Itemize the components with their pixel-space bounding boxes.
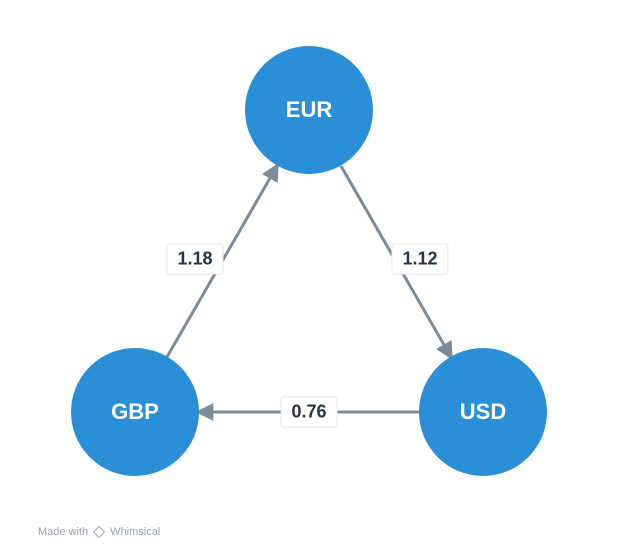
credit-prefix: Made with (38, 526, 88, 538)
node-gbp: GBP (71, 348, 199, 476)
edge-label-eur-usd: 1.12 (391, 244, 448, 275)
edge-label-gbp-eur: 1.18 (166, 244, 223, 275)
credit-brand: Whimsical (110, 526, 160, 538)
whimsical-icon (93, 526, 105, 538)
credit-line: Made with Whimsical (38, 526, 160, 538)
edge-label-usd-gbp: 0.76 (280, 397, 337, 428)
node-gbp-label: GBP (111, 399, 159, 425)
node-usd-label: USD (460, 399, 506, 425)
node-usd: USD (419, 348, 547, 476)
node-eur: EUR (245, 46, 373, 174)
node-eur-label: EUR (286, 97, 332, 123)
